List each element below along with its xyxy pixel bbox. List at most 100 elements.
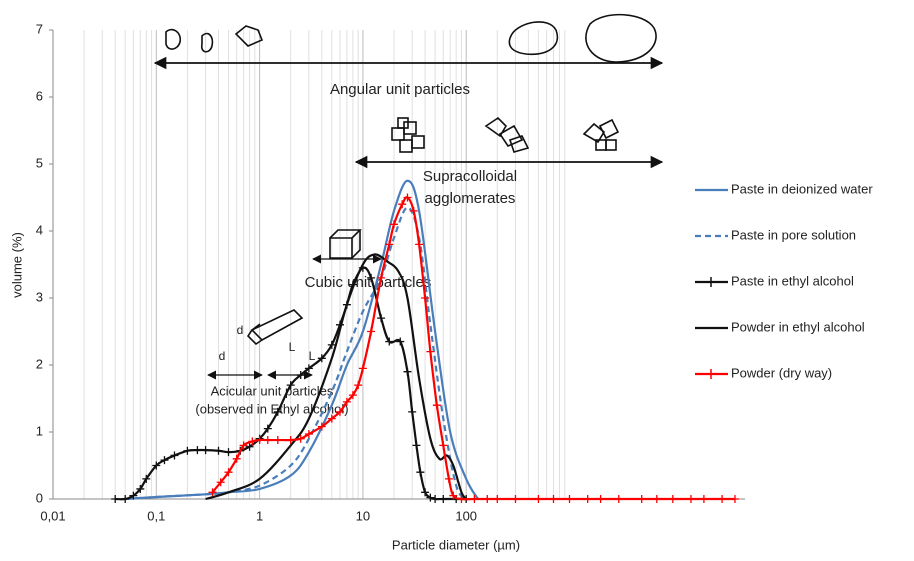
point-marker bbox=[686, 495, 695, 503]
point-marker bbox=[511, 495, 520, 503]
point-marker bbox=[327, 414, 336, 423]
point-marker bbox=[129, 491, 138, 500]
point-marker bbox=[317, 354, 326, 363]
point-marker bbox=[403, 193, 412, 202]
point-marker bbox=[248, 437, 257, 446]
x-axis-title: Particle diameter (µm) bbox=[392, 537, 520, 552]
point-marker bbox=[730, 495, 739, 503]
y-tick-label: 7 bbox=[36, 21, 43, 36]
point-marker bbox=[614, 495, 623, 503]
annotation: d bbox=[219, 349, 226, 363]
point-marker bbox=[121, 495, 130, 503]
point-marker bbox=[358, 364, 367, 373]
point-marker bbox=[367, 327, 376, 336]
point-marker bbox=[170, 451, 179, 460]
point-marker bbox=[444, 474, 453, 483]
legend-label: Powder (dry way) bbox=[731, 365, 832, 380]
point-marker bbox=[136, 484, 145, 493]
point-marker bbox=[224, 448, 233, 457]
point-marker bbox=[160, 456, 169, 465]
point-marker bbox=[439, 441, 448, 450]
annotations: Angular unit particles Supracolloidal ag… bbox=[153, 13, 664, 416]
point-marker bbox=[232, 454, 241, 463]
point-marker bbox=[317, 422, 326, 431]
point-marker bbox=[408, 407, 417, 416]
point-marker bbox=[286, 381, 295, 390]
annotation: L bbox=[309, 349, 316, 363]
point-marker bbox=[208, 488, 217, 497]
point-marker bbox=[426, 347, 435, 356]
point-marker bbox=[304, 364, 313, 373]
grid bbox=[52, 30, 566, 499]
legend: Paste in deionized water Paste in pore so… bbox=[695, 181, 873, 380]
legend-label: Paste in pore solution bbox=[731, 227, 856, 242]
legend-label: Paste in deionized water bbox=[731, 181, 873, 196]
point-marker bbox=[304, 430, 313, 439]
point-marker bbox=[216, 478, 225, 487]
point-marker bbox=[245, 442, 254, 451]
point-marker bbox=[385, 240, 394, 249]
y-axis-title: volume (%) bbox=[9, 232, 24, 298]
point-marker bbox=[565, 495, 574, 503]
point-marker bbox=[183, 446, 192, 455]
point-marker bbox=[449, 491, 458, 500]
legend-label: Powder in ethyl alcohol bbox=[731, 319, 865, 334]
y-tick-label: 1 bbox=[36, 423, 43, 438]
point-marker bbox=[415, 240, 424, 249]
annotation: agglomerates bbox=[425, 190, 516, 207]
point-marker bbox=[342, 397, 351, 406]
y-tick-label: 6 bbox=[36, 88, 43, 103]
point-marker bbox=[421, 488, 430, 497]
point-marker bbox=[534, 495, 543, 503]
point-marker bbox=[273, 407, 282, 416]
annotation: Acicular unit particles bbox=[211, 383, 334, 398]
point-marker bbox=[348, 391, 357, 400]
point-marker bbox=[152, 461, 161, 470]
point-marker bbox=[286, 436, 295, 445]
point-marker bbox=[193, 446, 202, 455]
point-marker bbox=[377, 314, 386, 323]
point-marker bbox=[335, 407, 344, 416]
point-marker bbox=[637, 495, 646, 503]
point-marker bbox=[367, 273, 376, 282]
point-marker bbox=[255, 436, 264, 445]
y-tick-label: 4 bbox=[36, 222, 43, 237]
point-marker bbox=[239, 441, 248, 450]
point-marker bbox=[412, 441, 421, 450]
point-marker bbox=[439, 495, 448, 503]
point-marker bbox=[263, 436, 272, 445]
point-marker bbox=[483, 495, 492, 503]
point-marker bbox=[668, 495, 677, 503]
point-marker bbox=[389, 220, 398, 229]
annotation: Supracolloidal bbox=[423, 168, 517, 185]
point-marker bbox=[426, 493, 435, 502]
point-marker bbox=[457, 495, 466, 503]
point-marker bbox=[327, 340, 336, 349]
legend-marker bbox=[707, 277, 715, 287]
point-marker bbox=[263, 424, 272, 433]
point-marker bbox=[470, 495, 479, 503]
point-marker bbox=[699, 495, 708, 503]
annotation: Cubic unit particles bbox=[305, 274, 432, 291]
annotation: Angular unit particles bbox=[330, 81, 470, 98]
x-tick-label: 100 bbox=[455, 508, 477, 523]
point-marker bbox=[142, 474, 151, 483]
legend-label: Paste in ethyl alcohol bbox=[731, 273, 854, 288]
point-marker bbox=[398, 200, 407, 209]
point-marker bbox=[431, 495, 440, 503]
point-marker bbox=[493, 495, 502, 503]
point-marker bbox=[549, 495, 558, 503]
point-marker bbox=[224, 468, 233, 477]
x-tick-label: 10 bbox=[356, 508, 370, 523]
y-tick-label: 5 bbox=[36, 155, 43, 170]
point-marker bbox=[596, 495, 605, 503]
point-marker bbox=[377, 273, 386, 282]
point-marker bbox=[296, 371, 305, 380]
point-marker bbox=[354, 381, 363, 390]
y-tick-label: 0 bbox=[36, 490, 43, 505]
particle-icons bbox=[165, 13, 657, 346]
point-marker bbox=[432, 401, 441, 410]
x-tick-label: 1 bbox=[256, 508, 263, 523]
x-tick-label: 0,1 bbox=[147, 508, 165, 523]
